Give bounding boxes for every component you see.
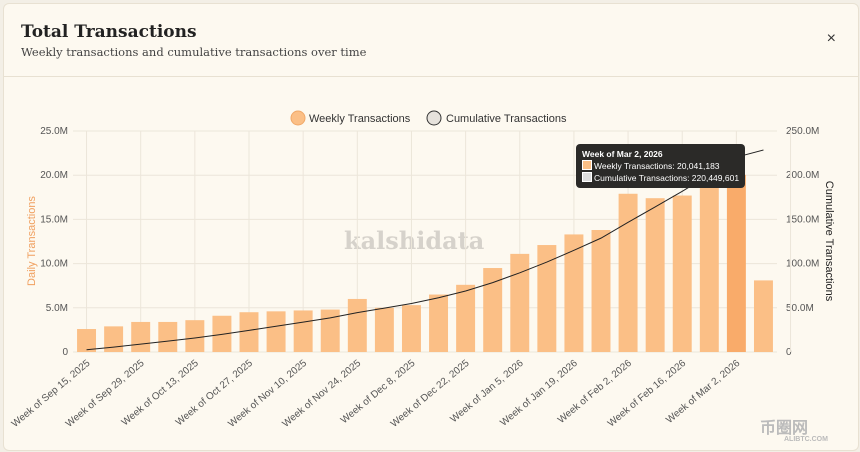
- bar: [374, 307, 394, 352]
- bar: [429, 294, 449, 352]
- y-right-tick-label: 250.0M: [786, 126, 819, 137]
- y-right-tick-label: 200.0M: [786, 170, 819, 181]
- y-left-tick-label: 20.0M: [40, 170, 68, 181]
- legend-swatch-weekly: [290, 110, 306, 126]
- bar: [266, 311, 286, 352]
- bar: [510, 253, 530, 352]
- y-left-tick-label: 15.0M: [40, 214, 68, 225]
- cumulative-line: [86, 149, 764, 351]
- y-left-tick-label: 25.0M: [40, 126, 68, 137]
- site-logo: 币圈网 ALIBTC.COM: [760, 420, 828, 443]
- tooltip-title: Week of Mar 2, 2026: [582, 149, 663, 159]
- tooltip-weekly: Weekly Transactions: 20,041,183: [594, 161, 720, 171]
- legend-label-cumulative: Cumulative Transactions: [446, 113, 567, 125]
- bar: [158, 321, 178, 352]
- y-right-tick-label: 100.0M: [786, 259, 819, 270]
- bar: [699, 182, 719, 352]
- bar: [320, 309, 340, 352]
- bar: [618, 193, 638, 352]
- legend-label-weekly: Weekly Transactions: [309, 113, 411, 125]
- y-right-tick-label: 150.0M: [786, 214, 819, 225]
- card-header: Total Transactions Weekly transactions a…: [4, 4, 858, 77]
- y-left-tick-label: 5.0M: [46, 303, 68, 314]
- close-icon[interactable]: ×: [826, 30, 836, 47]
- bar: [591, 230, 611, 352]
- bar: [672, 195, 692, 352]
- bar: [77, 329, 97, 352]
- bar: [483, 268, 503, 352]
- bar: [564, 234, 584, 352]
- weekly-swatch: [582, 160, 592, 170]
- bar: [239, 312, 259, 352]
- y-right-tick-label: 0: [786, 347, 792, 358]
- cumulative-swatch: [582, 172, 592, 182]
- bar: [131, 321, 151, 352]
- bar: [104, 326, 124, 352]
- y-right-tick-label: 50.0M: [786, 303, 814, 314]
- y-left-axis-title: Daily Transactions: [26, 196, 38, 286]
- card-title: Total Transactions: [21, 22, 197, 42]
- y-right-axis-title: Cumulative Transactions: [823, 181, 835, 302]
- bar: [456, 284, 476, 352]
- bar: [753, 280, 773, 352]
- y-left-tick-label: 0: [62, 347, 68, 358]
- tooltip-cumulative: Cumulative Transactions: 220,449,601: [594, 173, 740, 183]
- bar: [293, 310, 313, 352]
- y-left-tick-label: 10.0M: [40, 259, 68, 270]
- bar: [185, 320, 205, 352]
- bar: [347, 298, 367, 352]
- bar: [401, 305, 421, 352]
- watermark: kalshidata: [344, 226, 485, 255]
- tooltip: Week of Mar 2, 2026 Weekly Transactions:…: [576, 144, 746, 188]
- bar: [726, 174, 746, 352]
- bar: [537, 245, 557, 352]
- bar: [645, 198, 665, 352]
- legend-swatch-cumulative: [426, 110, 442, 126]
- card-subtitle: Weekly transactions and cumulative trans…: [21, 45, 367, 59]
